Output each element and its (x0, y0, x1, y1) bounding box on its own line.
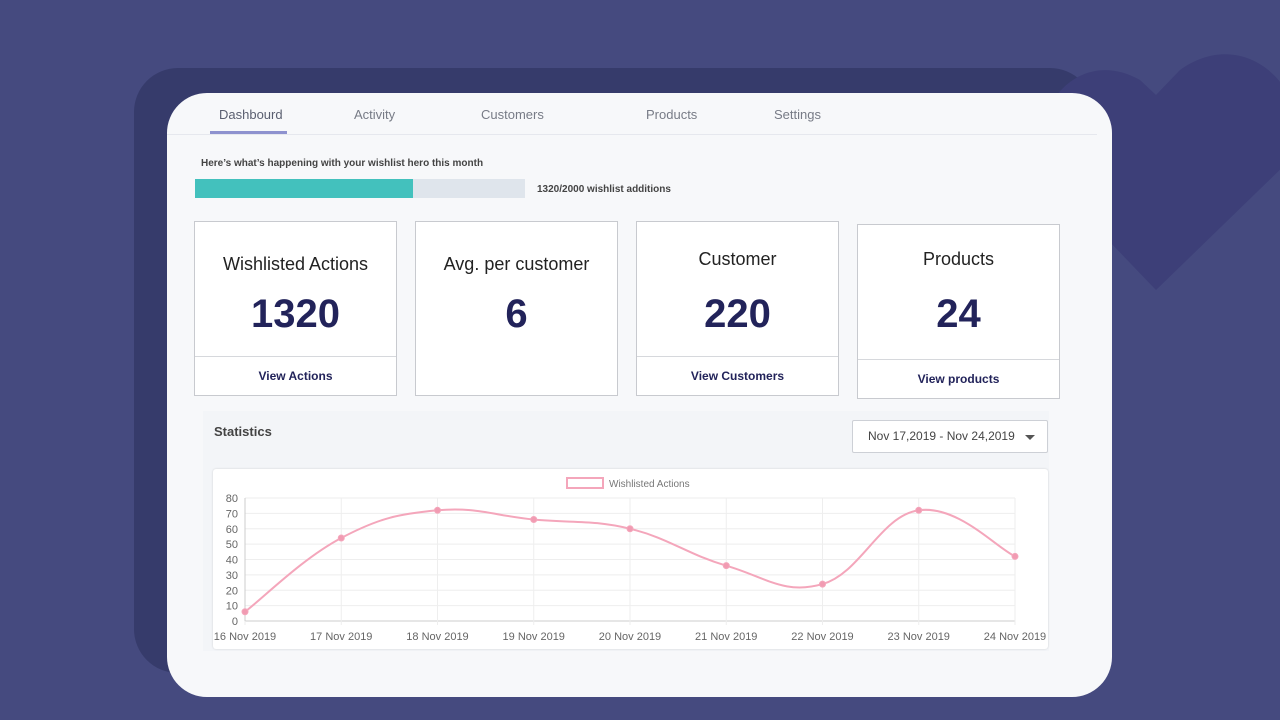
y-tick-label: 30 (226, 570, 238, 582)
x-tick-label: 19 Nov 2019 (503, 631, 565, 643)
stat-title: Products (922, 249, 995, 269)
data-point (819, 580, 826, 588)
stat-title: Wishlisted Actions (222, 254, 369, 274)
x-tick-label: 18 Nov 2019 (406, 631, 468, 643)
active-tab-indicator (210, 131, 287, 134)
stat-title: Customer (698, 249, 777, 269)
data-point (337, 534, 345, 542)
tab-activity[interactable]: Activity (354, 107, 396, 122)
progress-bar (195, 179, 525, 198)
tab-dashboard[interactable]: Dashbourd (219, 107, 283, 122)
x-tick-label: 21 Nov 2019 (695, 631, 757, 643)
tab-settings[interactable]: Settings (774, 107, 821, 122)
date-range-value: Nov 17,2019 - Nov 24,2019 (868, 429, 1015, 443)
statistics-title: Statistics (214, 424, 272, 439)
y-tick-label: 10 (226, 601, 238, 613)
data-point (915, 506, 923, 514)
progress-fill (195, 179, 413, 198)
x-tick-label: 17 Nov 2019 (310, 631, 372, 643)
x-tick-label: 20 Nov 2019 (599, 631, 661, 643)
y-tick-label: 0 (232, 616, 238, 628)
data-point (722, 562, 730, 570)
y-tick-label: 60 (226, 524, 238, 536)
view-customers-link[interactable]: View Customers (637, 356, 838, 395)
data-point (434, 506, 441, 514)
y-tick-label: 20 (226, 585, 238, 597)
y-tick-label: 40 (226, 555, 238, 567)
tab-customers[interactable]: Customers (481, 107, 544, 122)
tab-products[interactable]: Products (646, 107, 698, 122)
date-range-select[interactable]: Nov 17,2019 - Nov 24,2019 (852, 420, 1048, 453)
data-point (1011, 552, 1019, 560)
stat-value: 1320 (251, 292, 340, 336)
view-actions-link[interactable]: View Actions (195, 356, 396, 395)
y-tick-label: 70 (226, 508, 238, 520)
x-tick-label: 23 Nov 2019 (888, 631, 950, 643)
stat-card-products: Products 24 View products (857, 224, 1060, 399)
chart-container: 0 10 20 30 40 50 60 70 80 16 Nov 2019 17 Nov 2019 1… (213, 469, 1048, 649)
caret-down-icon (1025, 435, 1035, 440)
stat-value: 6 (505, 292, 528, 336)
view-products-link[interactable]: View products (858, 359, 1059, 398)
progress-label: 1320/2000 wishlist additions (537, 184, 671, 195)
stat-value: 220 (704, 292, 771, 336)
dashboard-card: Dashbourd Activity Customers Products Se… (167, 93, 1112, 697)
y-tick-label: 50 (226, 539, 238, 551)
x-tick-label: 22 Nov 2019 (791, 631, 853, 643)
x-tick-label: 24 Nov 2019 (984, 631, 1046, 643)
stat-card-avg-per-customer: Avg. per customer 6 (415, 221, 618, 396)
stat-card-customer: Customer 220 View Customers (636, 221, 839, 396)
line-chart: 0 10 20 30 40 50 60 70 80 16 Nov 2019 17 Nov 2019 1… (214, 477, 1046, 643)
legend-swatch (566, 477, 604, 489)
data-point (241, 608, 249, 616)
stat-title: Avg. per customer (443, 254, 590, 274)
intro-text: Here’s what’s happening with your wishli… (201, 158, 484, 169)
data-point (530, 516, 538, 524)
stat-card-wishlisted-actions: Wishlisted Actions 1320 View Actions (194, 221, 397, 396)
data-point (626, 525, 634, 533)
legend-label: Wishlisted Actions (609, 479, 690, 490)
y-tick-label: 80 (226, 493, 238, 505)
x-tick-label: 16 Nov 2019 (214, 631, 276, 643)
tab-bar: Dashbourd Activity Customers Products Se… (167, 93, 1097, 135)
stat-value: 24 (936, 292, 981, 336)
